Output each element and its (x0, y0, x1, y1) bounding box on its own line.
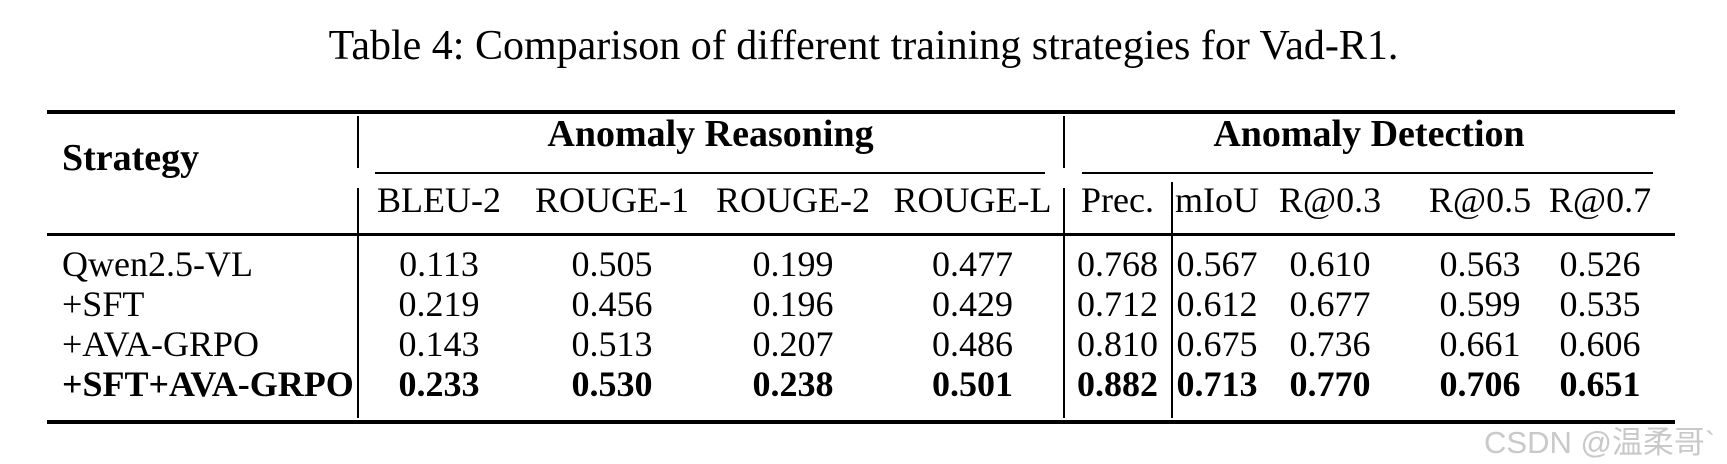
cell-value: 0.677 (1289, 284, 1371, 324)
cell-value: 0.675 (1176, 324, 1258, 364)
column-header-bleu2: BLEU-2 (377, 180, 501, 220)
cell-value: 0.199 (752, 244, 834, 284)
table-caption: Table 4: Comparison of different trainin… (328, 23, 1399, 69)
cell-value: 0.736 (1289, 324, 1371, 364)
strategy-column-separator (357, 188, 359, 418)
table-bottom-rule (47, 420, 1675, 424)
cell-value: 0.238 (752, 364, 834, 404)
cell-value: 0.713 (1176, 364, 1258, 404)
cell-value: 0.770 (1289, 364, 1371, 404)
row-label: +AVA-GRPO (62, 324, 260, 364)
row-label: +SFT+AVA-GRPO (62, 364, 354, 404)
cell-value: 0.810 (1077, 324, 1158, 364)
cell-value: 0.661 (1439, 324, 1521, 364)
cell-value: 0.143 (398, 324, 480, 364)
cell-value: 0.233 (398, 364, 480, 404)
row-label: +SFT (62, 284, 145, 324)
cell-value: 0.882 (1077, 364, 1158, 404)
cell-value: 0.477 (932, 244, 1013, 284)
cell-value: 0.530 (571, 364, 653, 404)
cell-value: 0.207 (752, 324, 834, 364)
prec-miou-separator (1171, 182, 1173, 418)
strategy-column-separator (357, 116, 359, 168)
group-header-anomaly-detection: Anomaly Detection (1213, 113, 1525, 155)
column-header-rouge2: ROUGE-2 (716, 180, 870, 220)
column-header-rouge1: ROUGE-1 (535, 180, 689, 220)
cell-value: 0.768 (1077, 244, 1158, 284)
cell-value: 0.526 (1559, 244, 1641, 284)
column-header-r07: R@0.7 (1548, 180, 1652, 220)
group-header-anomaly-reasoning: Anomaly Reasoning (547, 113, 874, 155)
cell-value: 0.505 (571, 244, 653, 284)
cell-value: 0.429 (932, 284, 1013, 324)
reasoning-group-underline (375, 172, 1045, 174)
column-header-strategy: Strategy (62, 137, 200, 179)
cell-value: 0.113 (399, 244, 479, 284)
watermark: CSDN @温柔哥` (1484, 425, 1716, 460)
cell-value: 0.196 (752, 284, 834, 324)
column-header-prec: Prec. (1081, 180, 1154, 220)
cell-value: 0.513 (571, 324, 653, 364)
cell-value: 0.606 (1559, 324, 1641, 364)
cell-value: 0.501 (932, 364, 1013, 404)
detection-group-underline (1082, 172, 1653, 174)
cell-value: 0.706 (1439, 364, 1521, 404)
cell-value: 0.612 (1176, 284, 1258, 324)
column-header-rougel: ROUGE-L (893, 180, 1052, 220)
column-header-miou: mIoU (1175, 180, 1259, 220)
cell-value: 0.610 (1289, 244, 1371, 284)
cell-value: 0.651 (1559, 364, 1641, 404)
column-header-r05: R@0.5 (1428, 180, 1532, 220)
cell-value: 0.563 (1439, 244, 1521, 284)
cell-value: 0.456 (571, 284, 653, 324)
table-top-rule (47, 110, 1675, 114)
cell-value: 0.599 (1439, 284, 1521, 324)
row-label: Qwen2.5-VL (62, 244, 253, 284)
cell-value: 0.219 (398, 284, 480, 324)
group-separator (1063, 188, 1065, 418)
column-header-r03: R@0.3 (1278, 180, 1382, 220)
group-separator (1063, 116, 1065, 168)
cell-value: 0.567 (1176, 244, 1258, 284)
cell-value: 0.712 (1077, 284, 1158, 324)
cell-value: 0.486 (932, 324, 1013, 364)
table-mid-rule (47, 233, 1675, 236)
cell-value: 0.535 (1559, 284, 1641, 324)
